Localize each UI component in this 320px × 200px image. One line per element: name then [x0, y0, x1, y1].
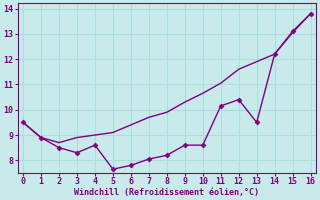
X-axis label: Windchill (Refroidissement éolien,°C): Windchill (Refroidissement éolien,°C)	[74, 188, 259, 197]
